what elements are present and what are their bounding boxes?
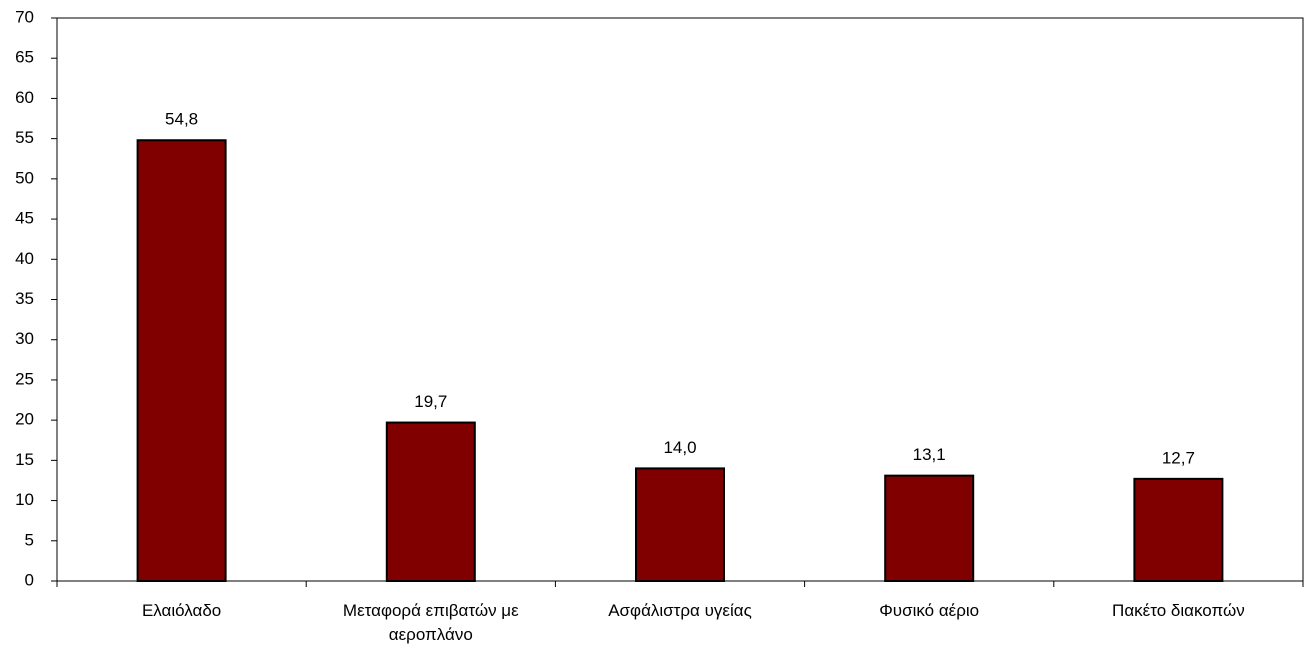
bar	[385, 421, 476, 583]
y-tick-label: 70	[15, 7, 34, 26]
y-tick-label: 0	[25, 570, 34, 589]
y-tick-label: 65	[15, 48, 34, 67]
y-tick-label: 25	[15, 369, 34, 388]
data-label: 13,1	[913, 445, 946, 464]
x-tick-label: Ελαιόλαδο	[141, 601, 222, 620]
x-tick-label: Πακέτο διακοπών	[1112, 601, 1245, 620]
y-tick-label: 50	[15, 168, 34, 187]
y-tick-label: 20	[15, 410, 34, 429]
y-tick-label: 30	[15, 329, 34, 348]
bar	[1133, 477, 1224, 582]
data-label: 14,0	[663, 438, 696, 457]
data-label: 19,7	[414, 392, 447, 411]
y-tick-label: 45	[15, 209, 34, 228]
data-label: 12,7	[1162, 448, 1195, 467]
y-tick-label: 10	[15, 490, 34, 509]
bar	[635, 467, 725, 582]
x-tick-label: Μεταφορά επιβατών με αεροπλάνο	[342, 601, 519, 644]
y-tick-label: 55	[15, 128, 34, 147]
x-tick-label: Φυσικό αέριο	[879, 601, 980, 620]
y-tick-label: 40	[15, 249, 34, 268]
x-tick-label: Ασφάλιστρα υγείας	[608, 601, 752, 620]
bar	[884, 474, 975, 583]
y-tick-label: 15	[15, 450, 34, 469]
y-tick-label: 35	[15, 289, 34, 308]
data-label: 54,8	[165, 110, 198, 129]
y-tick-label: 60	[15, 88, 34, 107]
bar	[136, 139, 227, 582]
y-tick-label: 5	[25, 530, 34, 549]
